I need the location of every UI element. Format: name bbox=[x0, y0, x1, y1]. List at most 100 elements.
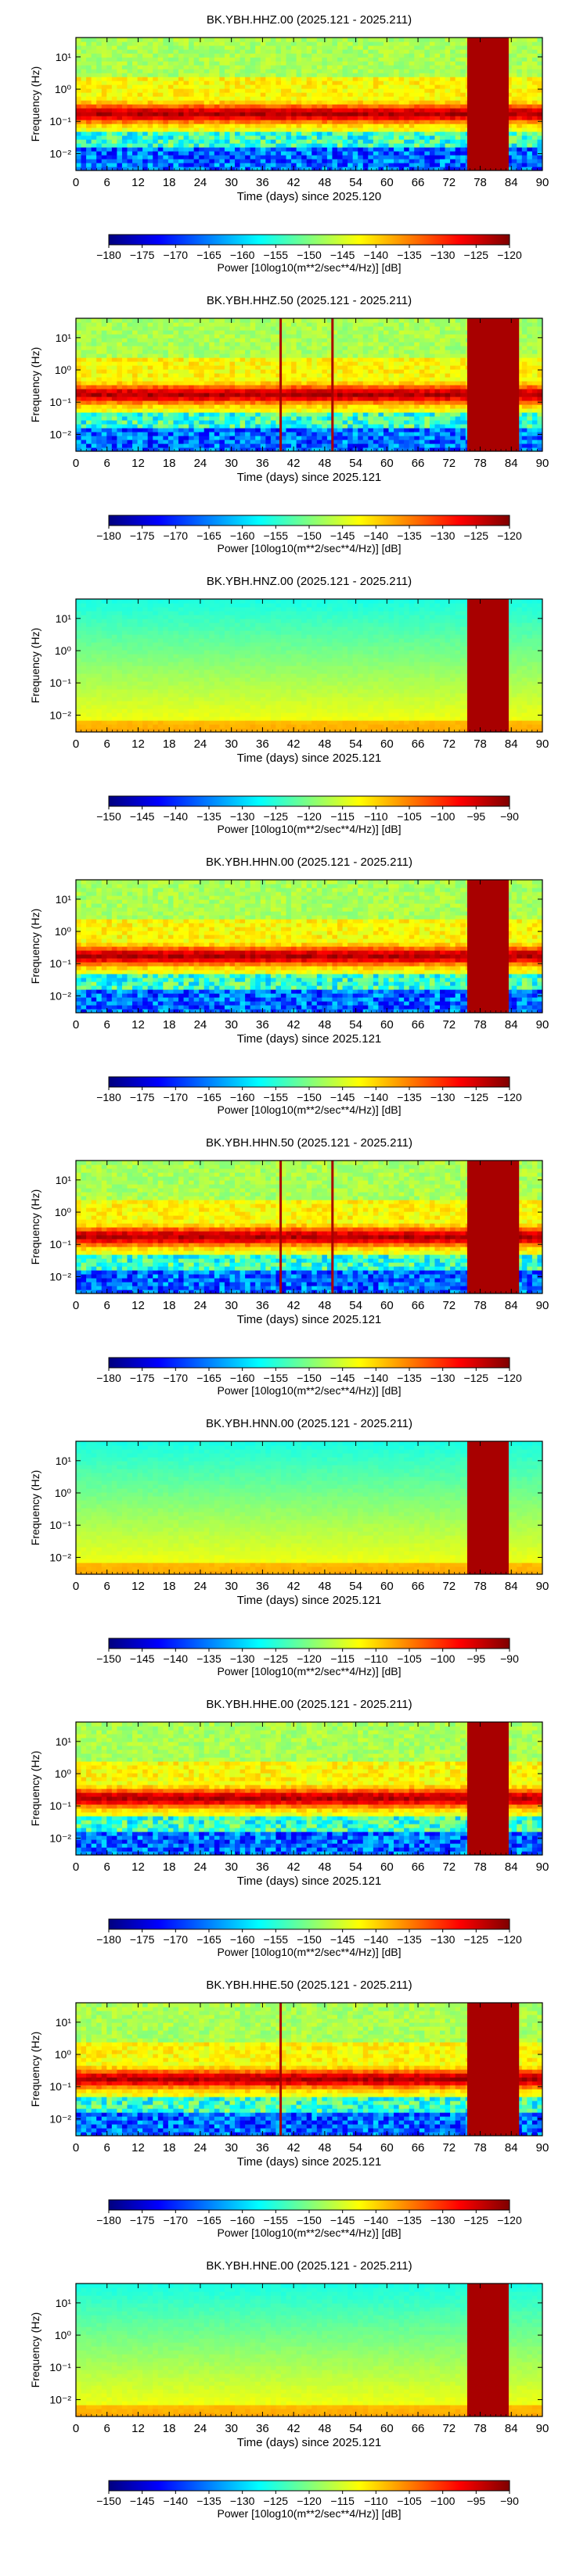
heatmap-cell bbox=[189, 112, 195, 117]
heatmap-cell bbox=[209, 69, 215, 74]
heatmap-cell bbox=[167, 439, 175, 444]
heatmap-cell bbox=[337, 57, 344, 62]
heatmap-cell bbox=[76, 112, 82, 117]
heatmap-cell bbox=[127, 49, 133, 54]
heatmap-cell bbox=[189, 385, 195, 389]
heatmap-cell bbox=[404, 155, 410, 160]
heatmap-cell bbox=[368, 124, 374, 128]
heatmap-cell bbox=[409, 41, 415, 46]
heatmap-cell bbox=[224, 69, 231, 74]
heatmap-cell bbox=[178, 143, 185, 148]
heatmap-cell bbox=[352, 81, 358, 85]
heatmap-cell bbox=[142, 159, 149, 163]
heatmap-cell bbox=[455, 81, 461, 85]
heatmap-cell bbox=[132, 443, 139, 448]
heatmap-cell bbox=[260, 65, 266, 70]
heatmap-cell bbox=[429, 155, 436, 160]
heatmap-cell bbox=[91, 108, 97, 113]
heatmap-cell bbox=[157, 41, 164, 46]
heatmap-cell bbox=[173, 127, 179, 132]
heatmap-cell bbox=[460, 131, 466, 136]
heatmap-cell bbox=[203, 73, 210, 77]
heatmap-cell bbox=[291, 147, 297, 152]
heatmap-cell bbox=[224, 334, 231, 339]
heatmap-cell bbox=[157, 100, 164, 105]
heatmap-cell bbox=[527, 167, 533, 170]
heatmap-cell bbox=[409, 65, 415, 70]
heatmap-cell bbox=[209, 151, 215, 156]
heatmap-cell bbox=[76, 139, 82, 144]
heatmap-cell bbox=[511, 61, 517, 66]
heatmap-cell bbox=[352, 131, 358, 136]
heatmap-cell bbox=[306, 377, 312, 382]
heatmap-cell bbox=[312, 45, 318, 50]
heatmap-cell bbox=[440, 96, 446, 101]
heatmap-cell bbox=[86, 357, 92, 362]
heatmap-cell bbox=[239, 108, 246, 113]
heatmap-cell bbox=[235, 61, 241, 66]
heatmap-cell bbox=[142, 45, 149, 50]
heatmap-cell bbox=[388, 116, 394, 120]
heatmap-cell bbox=[157, 412, 164, 417]
heatmap-cell bbox=[219, 167, 225, 170]
heatmap-cell bbox=[306, 45, 312, 50]
heatmap-cell bbox=[511, 53, 517, 58]
heatmap-cell bbox=[521, 84, 528, 89]
heatmap-cell bbox=[137, 139, 143, 144]
heatmap-cell bbox=[157, 428, 164, 432]
heatmap-cell bbox=[178, 357, 185, 362]
heatmap-cell bbox=[455, 96, 461, 101]
heatmap-cell bbox=[342, 124, 348, 128]
heatmap-cell bbox=[286, 365, 292, 370]
heatmap-cell bbox=[224, 92, 231, 97]
heatmap-cell bbox=[86, 147, 92, 152]
heatmap-cell bbox=[117, 127, 123, 132]
heatmap-cell bbox=[224, 127, 231, 132]
heatmap-cell bbox=[219, 116, 225, 120]
heatmap-cell bbox=[312, 147, 318, 152]
heatmap-cell bbox=[537, 69, 542, 74]
heatmap-cell bbox=[301, 147, 308, 152]
heatmap-cell bbox=[342, 116, 348, 120]
heatmap-cell bbox=[193, 38, 200, 42]
heatmap-cell bbox=[260, 100, 266, 105]
heatmap-cell bbox=[332, 45, 338, 50]
heatmap-cell bbox=[147, 49, 153, 54]
heatmap-cell bbox=[270, 400, 277, 405]
heatmap-cell bbox=[280, 131, 287, 136]
heatmap-cell bbox=[173, 96, 179, 101]
heatmap-cell bbox=[81, 393, 87, 397]
heatmap-cell bbox=[440, 49, 446, 54]
heatmap-cell bbox=[117, 432, 123, 436]
heatmap-cell bbox=[189, 84, 195, 89]
heatmap-cell bbox=[316, 424, 322, 429]
heatmap-cell bbox=[153, 346, 159, 350]
heatmap-cell bbox=[121, 167, 128, 170]
heatmap-cell bbox=[352, 45, 358, 50]
heatmap-cell bbox=[235, 393, 241, 397]
heatmap-cell bbox=[132, 131, 139, 136]
heatmap-cell bbox=[270, 143, 277, 148]
heatmap-cell bbox=[199, 393, 205, 397]
heatmap-cell bbox=[265, 408, 272, 413]
heatmap-cell bbox=[265, 159, 272, 163]
heatmap-cell bbox=[517, 49, 523, 54]
heatmap-cell bbox=[419, 116, 425, 120]
heatmap-cell bbox=[163, 447, 169, 451]
heatmap-cell bbox=[260, 92, 266, 97]
heatmap-cell bbox=[147, 389, 153, 393]
heatmap-cell bbox=[245, 135, 251, 140]
heatmap-cell bbox=[193, 342, 200, 346]
heatmap-cell bbox=[434, 53, 441, 58]
heatmap-cell bbox=[229, 135, 236, 140]
heatmap-cell bbox=[445, 57, 451, 62]
heatmap-cell bbox=[117, 135, 123, 140]
heatmap-cell bbox=[450, 151, 456, 156]
heatmap-cell bbox=[342, 127, 348, 132]
heatmap-cell bbox=[378, 104, 384, 109]
heatmap-cell bbox=[301, 443, 308, 448]
heatmap-cell bbox=[326, 439, 333, 444]
heatmap-cell bbox=[111, 41, 117, 46]
heatmap-cell bbox=[322, 365, 328, 370]
heatmap-cell bbox=[203, 447, 210, 451]
